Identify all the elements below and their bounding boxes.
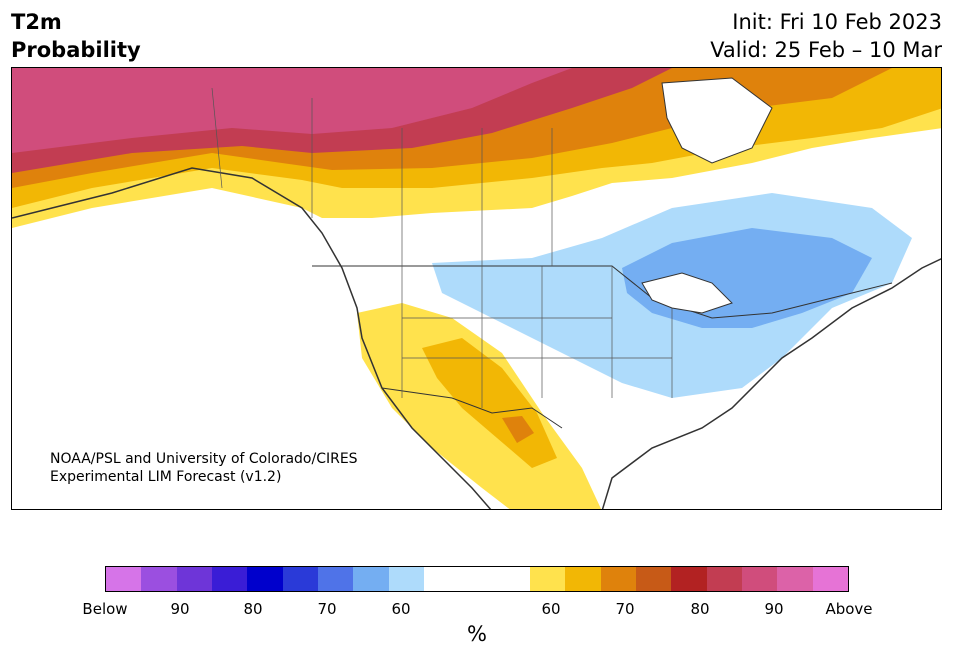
- forecast-dates: Init: Fri 10 Feb 2023 Valid: 25 Feb – 10…: [710, 8, 942, 64]
- tick-below-60: 60: [391, 600, 411, 618]
- colorbar-segment: [353, 567, 389, 591]
- valid-range: Valid: 25 Feb – 10 Mar: [710, 38, 942, 62]
- tick-above-70: 70: [615, 600, 635, 618]
- credit-line-2: Experimental LIM Forecast (v1.2): [50, 469, 282, 485]
- tick-above-80: 80: [690, 600, 710, 618]
- tick-above-60: 60: [541, 600, 561, 618]
- tick-below-90: 90: [170, 600, 190, 618]
- hudson-bay: [661, 77, 773, 164]
- colorbar-segment: [529, 567, 566, 591]
- colorbar-segment: [812, 567, 848, 591]
- great-lakes: [641, 272, 733, 314]
- colorbar-segment: [423, 567, 530, 591]
- prob-above-max-north: [12, 68, 572, 153]
- colorbar-segment: [106, 567, 142, 591]
- tick-above: Above: [825, 600, 873, 618]
- colorbar-segment: [671, 567, 707, 591]
- colorbar-segment: [176, 567, 212, 591]
- colorbar-segment: [247, 567, 283, 591]
- colorbar-segment: [141, 567, 177, 591]
- colorbar-segment: [706, 567, 742, 591]
- tick-below-70: 70: [317, 600, 337, 618]
- credit-line-1: NOAA/PSL and University of Colorado/CIRE…: [50, 451, 358, 467]
- colorbar-segment: [741, 567, 778, 591]
- map-title: T2m Probability: [11, 8, 141, 64]
- map-credit: NOAA/PSL and University of Colorado/CIRE…: [50, 450, 358, 486]
- colorbar-segment: [777, 567, 813, 591]
- tick-below-80: 80: [243, 600, 263, 618]
- colorbar-segment: [388, 567, 424, 591]
- colorbar-segment: [211, 567, 248, 591]
- tick-below: Below: [82, 600, 128, 618]
- variable-label: T2m: [11, 10, 62, 34]
- colorbar-segment: [565, 567, 601, 591]
- forecast-map[interactable]: NOAA/PSL and University of Colorado/CIRE…: [11, 67, 942, 510]
- map-canvas: [12, 68, 941, 509]
- colorbar-units: %: [467, 622, 487, 646]
- colorbar-segment: [635, 567, 672, 591]
- colorbar-segment: [282, 567, 318, 591]
- state-lines: [211, 87, 673, 408]
- colorbar-segment: [317, 567, 354, 591]
- colorbar-segment: [600, 567, 636, 591]
- prob-above-80-south: [502, 416, 534, 443]
- tick-above-90: 90: [764, 600, 784, 618]
- coastline: [12, 167, 941, 509]
- us-mexico-border: [381, 387, 563, 429]
- product-label: Probability: [11, 38, 141, 62]
- init-date: Init: Fri 10 Feb 2023: [732, 10, 942, 34]
- probability-colorbar: [105, 566, 849, 592]
